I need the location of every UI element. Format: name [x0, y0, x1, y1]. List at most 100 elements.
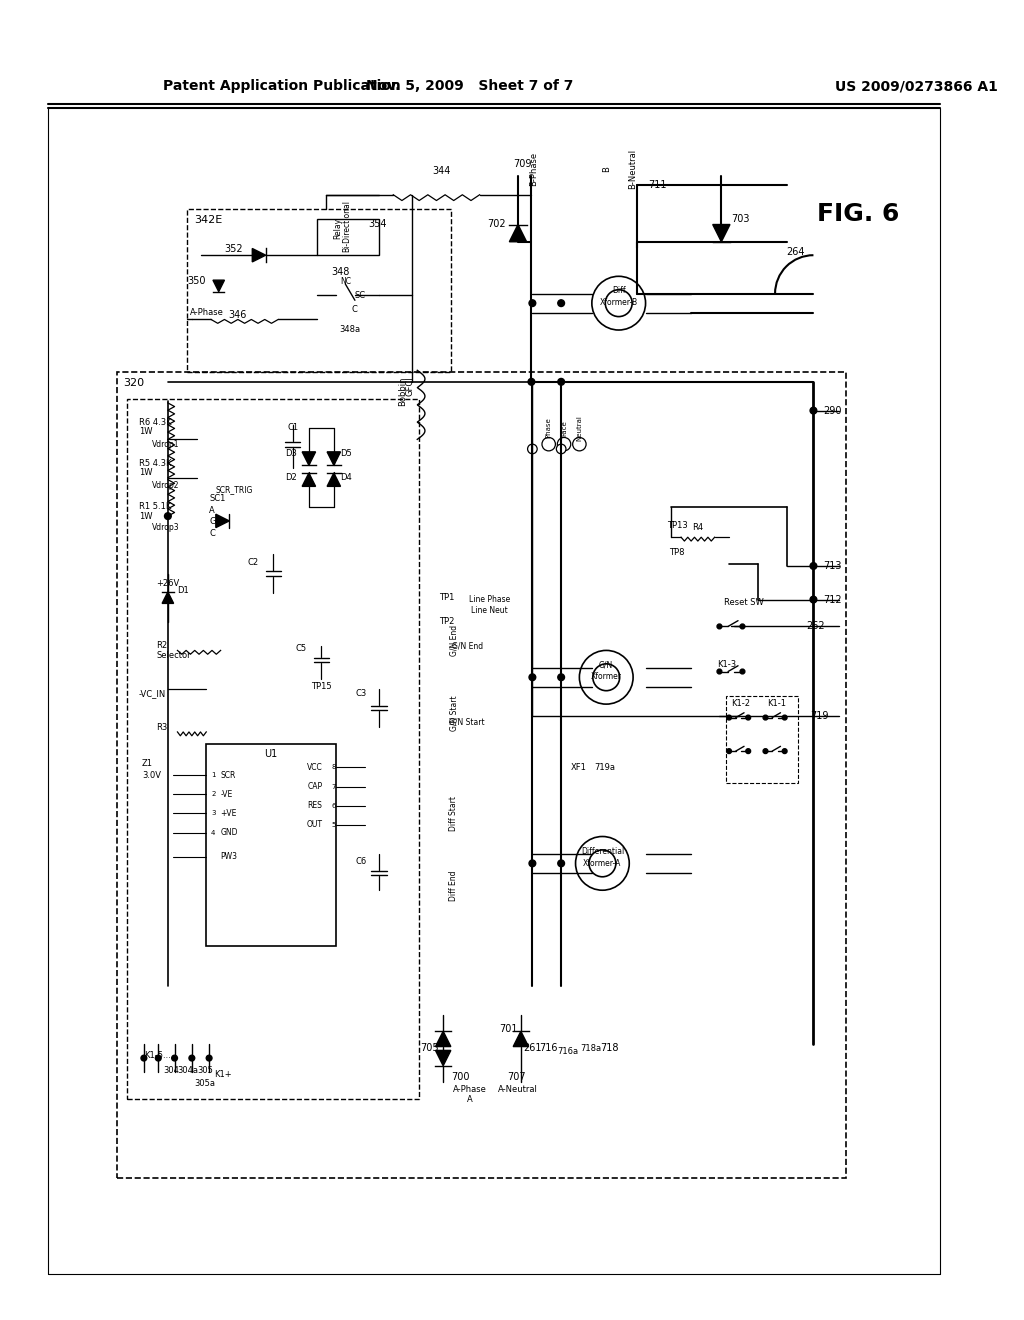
Text: 707: 707	[507, 1072, 525, 1082]
Circle shape	[558, 675, 564, 681]
Text: G: G	[209, 517, 216, 527]
Text: TP1: TP1	[439, 593, 455, 602]
Text: 1W: 1W	[139, 469, 153, 478]
Text: NC: NC	[340, 277, 351, 285]
Bar	[206, 744, 336, 946]
Text: A: A	[209, 506, 215, 515]
Bar	[316, 219, 379, 255]
Text: PW3: PW3	[220, 853, 238, 861]
Text: Face: Face	[561, 420, 567, 436]
Text: Line Phase: Line Phase	[469, 595, 510, 605]
Text: Diff: Diff	[612, 286, 626, 296]
Text: R2: R2	[157, 642, 168, 651]
Text: K1-2: K1-2	[731, 698, 750, 708]
Bar	[127, 399, 419, 1100]
Circle shape	[529, 300, 536, 306]
Circle shape	[141, 1055, 146, 1061]
Text: SC: SC	[354, 290, 366, 300]
Text: D4: D4	[341, 474, 352, 482]
Text: K1-3: K1-3	[718, 660, 736, 669]
Text: 6: 6	[332, 803, 337, 809]
Text: C6: C6	[355, 857, 367, 866]
Text: SCR: SCR	[220, 771, 236, 780]
Text: R3: R3	[157, 722, 168, 731]
Circle shape	[572, 437, 586, 451]
Text: Reset SW: Reset SW	[724, 598, 764, 607]
Polygon shape	[162, 591, 174, 603]
Circle shape	[810, 408, 817, 414]
Text: 3.0V: 3.0V	[142, 771, 161, 780]
Circle shape	[782, 715, 787, 719]
Text: FIG. 6: FIG. 6	[817, 202, 900, 226]
Circle shape	[727, 748, 731, 754]
Text: 305: 305	[198, 1067, 213, 1074]
Text: Differential: Differential	[581, 847, 624, 857]
Text: 718: 718	[600, 1044, 618, 1053]
Circle shape	[593, 664, 620, 690]
Text: G/N Start: G/N Start	[450, 694, 458, 730]
Text: C2: C2	[248, 557, 259, 566]
Circle shape	[810, 562, 817, 569]
Bar	[117, 372, 846, 1177]
Circle shape	[557, 437, 570, 451]
Circle shape	[717, 669, 722, 675]
Text: G/N Start: G/N Start	[450, 718, 485, 727]
Text: 701: 701	[499, 1024, 518, 1035]
Text: D5: D5	[341, 449, 352, 458]
Text: K1-5...: K1-5...	[144, 1051, 171, 1060]
Text: Selector: Selector	[157, 651, 191, 660]
Text: 705: 705	[421, 1044, 439, 1053]
Text: D2: D2	[286, 474, 297, 482]
Circle shape	[558, 300, 564, 306]
Circle shape	[575, 837, 630, 890]
Text: 702: 702	[486, 219, 506, 228]
Text: A-Phase: A-Phase	[453, 1085, 487, 1094]
Text: 348a: 348a	[340, 325, 360, 334]
Polygon shape	[509, 224, 526, 242]
Bar	[726, 697, 798, 783]
Polygon shape	[252, 248, 265, 261]
Text: 719: 719	[811, 710, 829, 721]
Text: 304a: 304a	[177, 1067, 199, 1074]
Circle shape	[745, 748, 751, 754]
Text: A-Neutral: A-Neutral	[498, 1085, 538, 1094]
Circle shape	[165, 512, 171, 520]
Circle shape	[745, 715, 751, 719]
Text: 320: 320	[123, 378, 144, 388]
Text: 304: 304	[163, 1067, 178, 1074]
Circle shape	[782, 748, 787, 754]
Text: K1-1: K1-1	[767, 698, 786, 708]
Text: G/N: G/N	[599, 660, 613, 669]
Text: US 2009/0273866 A1: US 2009/0273866 A1	[835, 79, 997, 94]
Text: 346: 346	[228, 310, 247, 319]
Text: -VE: -VE	[220, 789, 232, 799]
Text: G/N End: G/N End	[450, 626, 458, 656]
Text: Vdrop2: Vdrop2	[152, 480, 179, 490]
Text: Xformer-A: Xformer-A	[584, 859, 622, 867]
Text: OUT: OUT	[306, 821, 323, 829]
Text: Vdrop1: Vdrop1	[152, 440, 179, 449]
Text: Vdrop3: Vdrop3	[152, 523, 179, 532]
Text: 3: 3	[211, 810, 215, 817]
Text: K1+: K1+	[214, 1071, 231, 1078]
Text: 716a: 716a	[557, 1047, 579, 1056]
Text: 7: 7	[332, 784, 337, 789]
Text: 264: 264	[786, 247, 805, 257]
Text: -VC_IN: -VC_IN	[139, 689, 166, 698]
Text: TP15: TP15	[311, 682, 332, 692]
Text: 348: 348	[332, 267, 350, 276]
Text: 290: 290	[823, 405, 842, 416]
Bar	[187, 209, 451, 372]
Circle shape	[542, 437, 555, 451]
Circle shape	[763, 748, 768, 754]
Text: D3: D3	[286, 449, 297, 458]
Circle shape	[529, 675, 536, 681]
Circle shape	[740, 669, 744, 675]
Text: R6 4.3K: R6 4.3K	[139, 417, 172, 426]
Circle shape	[605, 289, 632, 317]
Circle shape	[717, 624, 722, 628]
Text: GFCI: GFCI	[406, 376, 414, 396]
Polygon shape	[435, 1031, 451, 1047]
Text: XF1: XF1	[570, 763, 587, 772]
Circle shape	[527, 444, 538, 454]
